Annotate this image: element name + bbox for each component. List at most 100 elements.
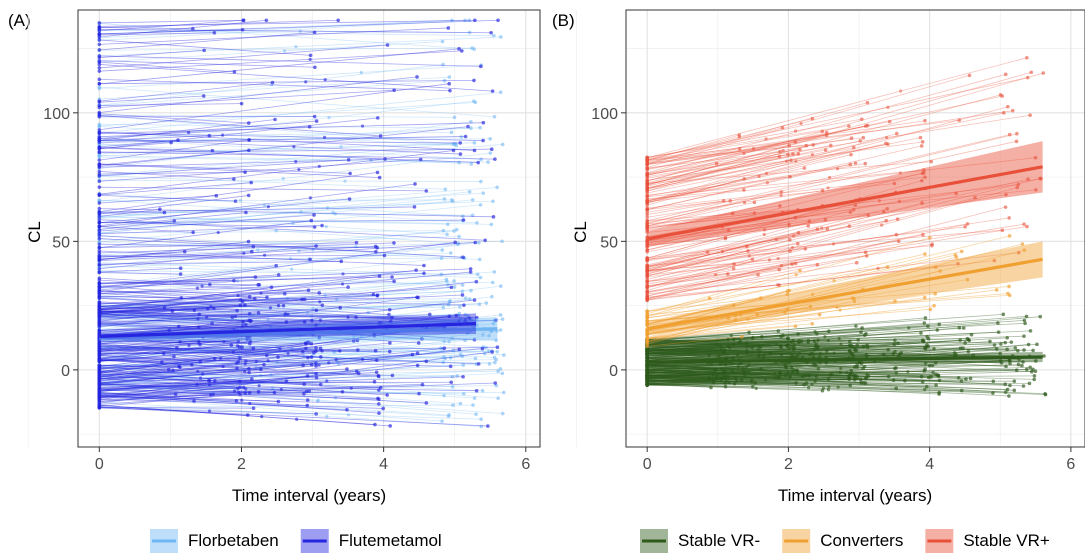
- subject-line: [647, 286, 1010, 315]
- subject-point: [991, 379, 996, 384]
- subject-point: [448, 251, 453, 255]
- subject-point: [645, 315, 649, 320]
- subject-line: [647, 120, 926, 162]
- subject-point: [232, 70, 237, 74]
- subject-point: [312, 30, 317, 35]
- subject-line: [647, 344, 788, 352]
- subject-point: [440, 248, 445, 252]
- subject-line: [647, 256, 957, 338]
- subject-point: [963, 340, 967, 345]
- subject-line: [647, 130, 823, 160]
- subject-point: [97, 66, 102, 70]
- subject-point: [447, 81, 451, 86]
- subject-point: [783, 365, 788, 369]
- subject-line: [99, 126, 469, 167]
- subject-point: [849, 136, 854, 140]
- subject-point: [865, 123, 870, 128]
- subject-point: [493, 360, 497, 365]
- subject-line: [99, 404, 391, 427]
- subject-line: [99, 391, 259, 401]
- subject-point: [792, 234, 796, 238]
- subject-line: [647, 360, 783, 372]
- subject-point: [494, 338, 498, 343]
- subject-point: [778, 204, 782, 208]
- subject-point: [750, 257, 755, 262]
- subject-line: [647, 358, 1020, 385]
- subject-line: [99, 342, 390, 373]
- subject-line: [647, 145, 807, 192]
- subject-point: [1022, 348, 1026, 352]
- subject-point: [374, 358, 379, 363]
- subject-line: [99, 103, 242, 106]
- subject-line: [99, 64, 493, 92]
- subject-line: [99, 395, 443, 422]
- subject-line: [647, 375, 1035, 379]
- subject-point: [490, 280, 495, 285]
- subject-line: [99, 324, 504, 356]
- subject-line: [647, 127, 783, 165]
- subject-point: [498, 328, 503, 332]
- subject-line: [99, 257, 465, 260]
- subject-line: [647, 369, 1006, 385]
- subject-point: [480, 346, 485, 351]
- subject-point: [310, 314, 314, 318]
- subject-line: [647, 269, 780, 287]
- subject-line: [99, 356, 175, 362]
- panel-b-label: (B): [552, 11, 575, 30]
- subject-point: [457, 47, 461, 51]
- subject-point: [324, 225, 328, 229]
- subject-point: [460, 289, 465, 294]
- subject-point: [283, 291, 287, 296]
- subject-point: [461, 391, 466, 396]
- subject-point: [231, 350, 235, 354]
- subject-point: [892, 342, 897, 347]
- subject-point: [861, 135, 866, 140]
- subject-point: [492, 114, 497, 119]
- subject-line: [647, 346, 927, 357]
- subject-point: [1007, 394, 1011, 398]
- subject-point: [272, 390, 277, 395]
- subject-point: [460, 283, 465, 287]
- subject-point: [312, 114, 317, 119]
- subject-line: [647, 262, 857, 298]
- subject-line: [99, 289, 309, 308]
- subject-point: [958, 338, 963, 342]
- subject-line: [99, 235, 464, 258]
- subject-point: [454, 313, 459, 318]
- subject-line: [99, 171, 378, 213]
- legend-label: Florbetaben: [188, 531, 279, 550]
- subject-line: [647, 336, 928, 343]
- subject-point: [374, 249, 378, 254]
- subject-line: [99, 356, 312, 380]
- subject-point: [924, 384, 929, 389]
- subject-line: [647, 95, 1003, 175]
- subject-point: [906, 370, 910, 374]
- subject-line: [647, 201, 755, 227]
- subject-point: [820, 388, 825, 393]
- subject-point: [249, 180, 253, 185]
- panel-a-label: (A): [8, 11, 31, 30]
- subject-line: [647, 197, 976, 288]
- subject-point: [935, 328, 940, 332]
- subject-point: [233, 199, 238, 203]
- subject-point: [893, 349, 897, 354]
- subject-line: [99, 376, 453, 379]
- subject-point: [491, 321, 496, 326]
- subject-point: [826, 377, 831, 381]
- subject-line: [99, 351, 303, 355]
- subject-line: [647, 333, 867, 349]
- subject-point: [244, 359, 248, 363]
- subject-line: [99, 83, 450, 131]
- subject-line: [647, 73, 1006, 174]
- subject-line: [647, 349, 1025, 380]
- subject-line: [647, 263, 796, 301]
- subject-line: [99, 305, 284, 309]
- subject-point: [730, 369, 735, 374]
- subject-point: [1008, 383, 1012, 388]
- subject-point: [302, 320, 307, 324]
- subject-line: [99, 396, 379, 405]
- subject-point: [457, 319, 461, 323]
- subject-point: [377, 175, 382, 180]
- subject-point: [476, 160, 481, 165]
